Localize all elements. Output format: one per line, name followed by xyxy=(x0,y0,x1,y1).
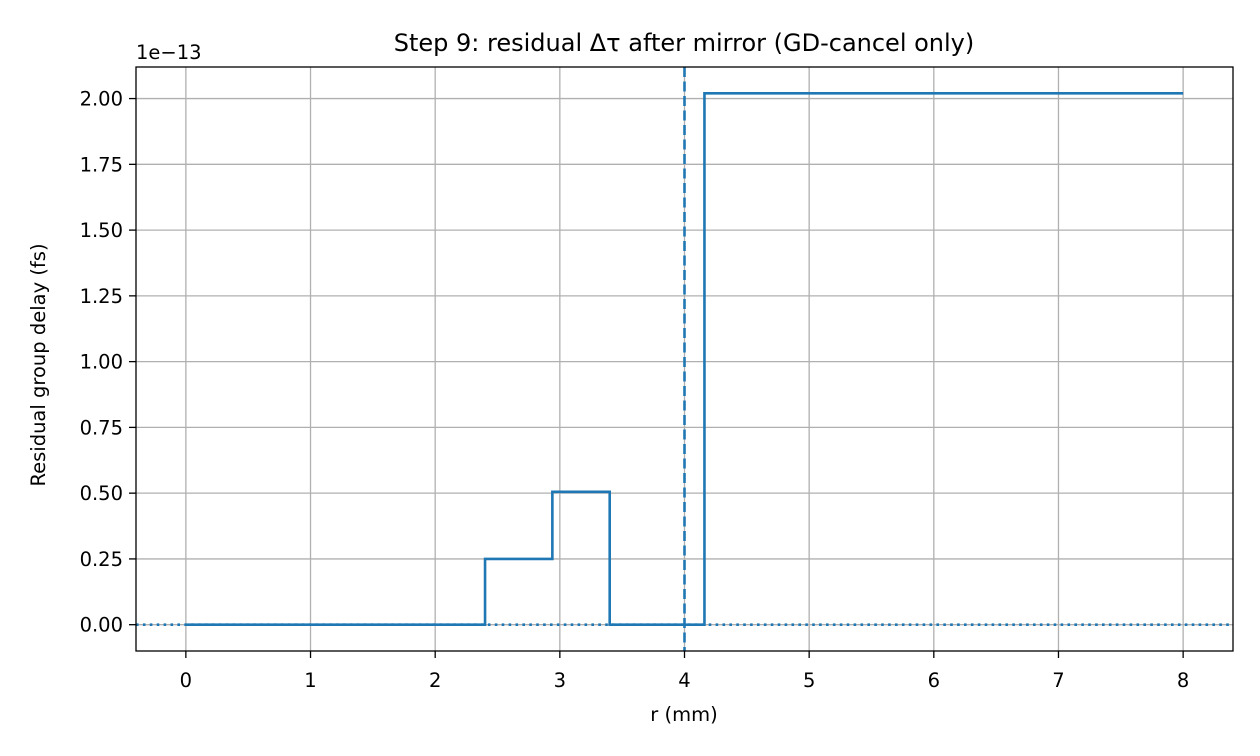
x-axis-ticks: 0 1 2 3 4 5 6 7 8 xyxy=(180,651,1189,692)
y-tick-label: 0.50 xyxy=(80,482,123,505)
y-axis-label: Residual group delay (fs) xyxy=(27,243,50,486)
y-tick-label: 1.75 xyxy=(80,153,123,176)
y-tick-label: 0.25 xyxy=(80,548,123,571)
x-tick-label: 5 xyxy=(803,669,815,692)
x-tick-label: 7 xyxy=(1052,669,1064,692)
y-tick-label: 1.25 xyxy=(80,285,123,308)
y-tick-label: 1.50 xyxy=(80,219,123,242)
y-tick-label: 0.75 xyxy=(80,416,123,439)
series-line xyxy=(185,92,1184,626)
x-tick-label: 1 xyxy=(304,669,316,692)
x-axis-label: r (mm) xyxy=(650,703,717,726)
x-tick-label: 2 xyxy=(429,669,441,692)
x-tick-label: 4 xyxy=(678,669,690,692)
y-tick-label: 1.00 xyxy=(80,351,123,374)
x-tick-label: 6 xyxy=(928,669,940,692)
x-tick-label: 8 xyxy=(1177,669,1189,692)
reference-lines xyxy=(136,67,1233,651)
series-group xyxy=(185,92,1184,626)
y-tick-label: 0.00 xyxy=(80,614,123,637)
y-offset-label: 1e−13 xyxy=(136,41,202,64)
x-tick-label: 0 xyxy=(180,669,192,692)
chart-title: Step 9: residual Δτ after mirror (GD-can… xyxy=(394,29,975,57)
y-tick-label: 2.00 xyxy=(80,88,123,111)
y-axis-ticks: 0.00 0.25 0.50 0.75 1.00 1.25 1.50 1.75 2.00 xyxy=(80,88,136,637)
x-tick-label: 3 xyxy=(554,669,566,692)
